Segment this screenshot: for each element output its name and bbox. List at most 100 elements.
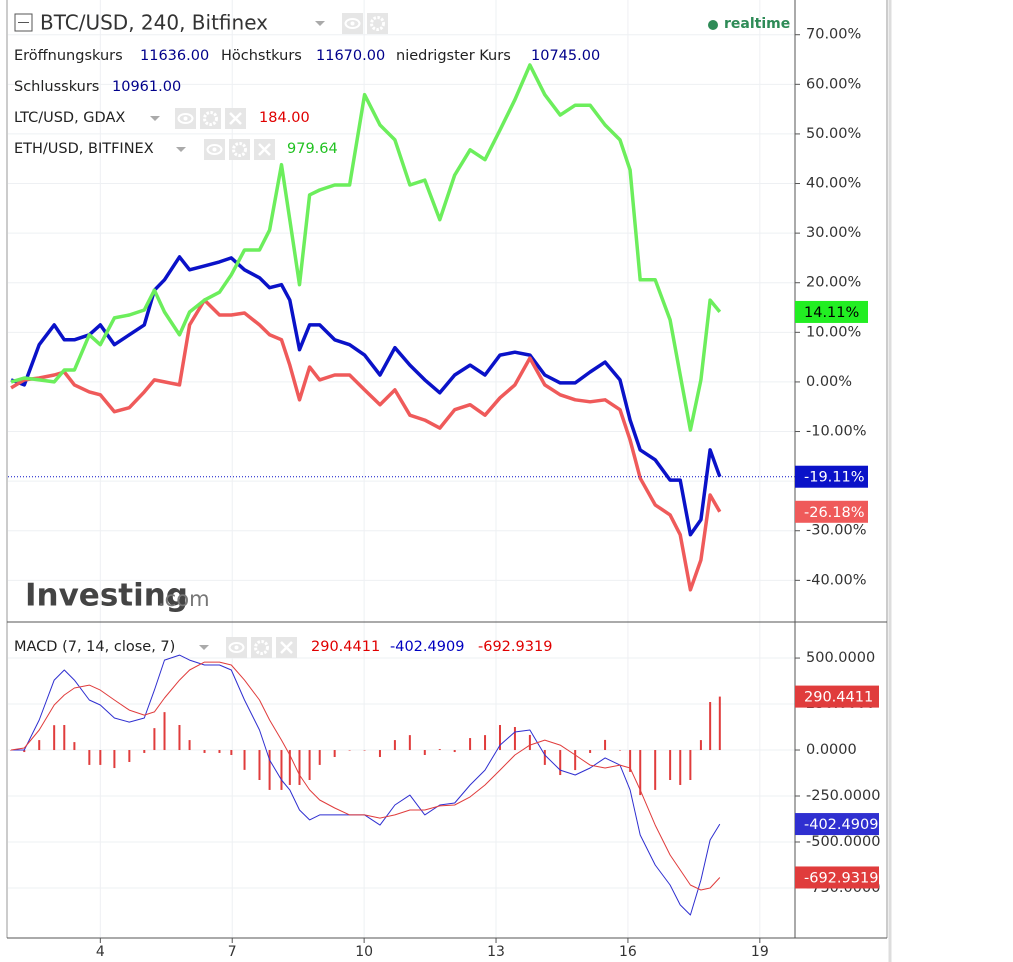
histogram-bar xyxy=(318,750,321,765)
histogram-bar xyxy=(88,750,91,765)
ohlc-value: 10745.00 xyxy=(531,48,600,64)
histogram-bar xyxy=(709,702,712,751)
histogram-bar xyxy=(53,725,56,751)
histogram-bar xyxy=(258,750,261,780)
price-tag-label: -402.4909 xyxy=(804,817,878,833)
histogram-bar xyxy=(63,725,66,751)
labels: BTC/USD, 240, Bitfinex realtime Eröffnun… xyxy=(14,11,790,656)
histogram-bar xyxy=(498,725,501,751)
histogram-bar xyxy=(38,740,41,751)
price-tag xyxy=(795,685,879,708)
realtime-dot xyxy=(708,20,718,30)
series-line xyxy=(10,298,722,592)
histogram-bar xyxy=(469,738,472,751)
y-tick-label: 40.00% xyxy=(806,176,861,192)
y-tick-label: -10.00% xyxy=(806,424,867,440)
y-tick-label: 0.00% xyxy=(806,374,852,390)
series-line xyxy=(10,255,722,537)
histogram-bar xyxy=(619,750,622,751)
price-tag-label: 290.4411 xyxy=(804,690,873,706)
histogram-bar xyxy=(559,750,562,776)
histogram-bar xyxy=(574,750,577,771)
legend-value: -692.9319 xyxy=(478,639,552,655)
eye-icon xyxy=(228,642,245,653)
legend-value: 290.4411 xyxy=(311,639,380,655)
histogram-bar xyxy=(393,740,396,751)
close-icon xyxy=(258,143,271,156)
eye-icon xyxy=(177,113,194,124)
histogram-bar xyxy=(604,739,607,751)
histogram-bar xyxy=(378,750,381,758)
histogram-bar xyxy=(10,750,13,751)
legend-entry: ETH/USD, BITFINEX xyxy=(14,141,154,157)
dropdown-arrow[interactable] xyxy=(176,147,186,152)
histogram-bar xyxy=(128,750,131,762)
close-icon xyxy=(280,641,293,654)
histogram-bar xyxy=(654,750,657,790)
legend-value: 184.00 xyxy=(259,110,310,126)
gear-icon xyxy=(370,16,385,31)
histogram-bar xyxy=(73,742,76,751)
eye-pupil xyxy=(234,645,239,650)
price-tag-label: -19.11% xyxy=(804,470,865,486)
y-tick-label: 30.00% xyxy=(806,225,861,241)
histogram-bar xyxy=(188,740,191,751)
series-line xyxy=(11,661,721,891)
y-tick-label: 50.00% xyxy=(806,126,861,142)
ohlc-label: niedrigster Kurs xyxy=(396,48,511,64)
plot xyxy=(8,63,795,916)
histogram-bar xyxy=(280,750,283,790)
price-tags: -19.11% -26.18% 14.11% 290.4411 -402.4909 -69… xyxy=(795,300,879,889)
dropdown-arrow[interactable] xyxy=(199,645,209,650)
histogram-bar xyxy=(453,750,456,753)
histogram-bar xyxy=(513,727,516,751)
ohlc-label: Schlusskurs xyxy=(14,79,99,95)
x-tick-label: 4 xyxy=(96,944,105,960)
y-tick-label: 10.00% xyxy=(806,324,861,340)
price-tag xyxy=(795,465,868,488)
histogram-bar xyxy=(113,750,116,769)
realtime-status: realtime xyxy=(724,16,790,32)
x-tick-label: 10 xyxy=(355,944,373,960)
histogram-bar xyxy=(348,750,351,751)
series-line xyxy=(10,63,722,432)
dropdown-arrow[interactable] xyxy=(315,21,325,26)
x-tick-label: 19 xyxy=(751,944,769,960)
eye-pupil xyxy=(183,116,188,121)
histogram-bar xyxy=(288,750,291,785)
y-tick-label: -40.00% xyxy=(806,572,867,588)
histogram-bar xyxy=(218,750,221,753)
histogram-bar xyxy=(298,750,301,785)
icons xyxy=(150,13,388,658)
price-tag xyxy=(795,813,879,836)
watermark-suffix: .com xyxy=(158,587,210,611)
x-tick-label: 13 xyxy=(487,944,505,960)
ohlc-label: Höchstkurs xyxy=(221,48,302,64)
histogram-bar xyxy=(589,750,592,753)
eye-pupil xyxy=(212,147,217,152)
histogram-bar xyxy=(543,750,546,765)
histogram-bar xyxy=(484,735,487,751)
price-tag-label: 14.11% xyxy=(804,305,859,321)
histogram-bar xyxy=(333,750,336,758)
y-tick-label: 70.00% xyxy=(806,27,861,43)
gear-icon xyxy=(254,640,269,655)
ohlc-label: Eröffnungskurs xyxy=(14,48,123,64)
chart-title: BTC/USD, 240, Bitfinex xyxy=(40,11,268,35)
y-tick-label: 60.00% xyxy=(806,76,861,92)
x-tick-label: 7 xyxy=(228,944,237,960)
close-icon xyxy=(229,112,242,125)
histogram-bar xyxy=(178,725,181,751)
histogram-bar xyxy=(639,750,642,796)
dropdown-arrow[interactable] xyxy=(150,116,160,121)
y-tick-label: -500.0000 xyxy=(806,834,880,850)
price-tag xyxy=(795,866,879,889)
price-tag-label: -26.18% xyxy=(804,505,865,521)
histogram-bar xyxy=(528,734,531,751)
watermark: Investing xyxy=(25,578,188,614)
histogram-bar xyxy=(669,750,672,780)
eye-icon xyxy=(344,18,361,29)
histogram-bar xyxy=(99,750,102,765)
x-tick-label: 16 xyxy=(619,944,637,960)
